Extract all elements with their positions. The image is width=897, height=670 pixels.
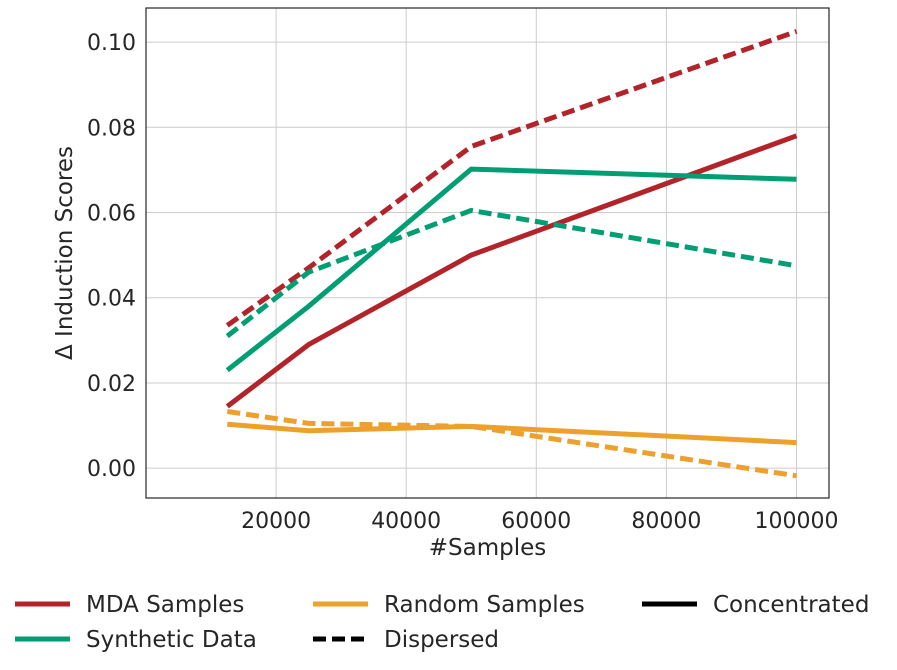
legend-label: MDA Samples [86, 592, 244, 618]
y-tick-label: 0.10 [87, 31, 136, 56]
legend-label: Random Samples [384, 592, 585, 618]
y-tick-label: 0.04 [87, 287, 136, 312]
y-tick-label: 0.06 [87, 202, 136, 227]
y-axis-title: Δ Induction Scores [52, 146, 78, 360]
series-line-synthetic-data-dispersed [225, 207, 797, 339]
series-line-random-samples-dispersed [226, 409, 797, 479]
legend-label: Synthetic Data [86, 627, 257, 653]
series-lines [225, 29, 798, 479]
series-line-mda-samples-concentrated [225, 133, 798, 409]
y-tick-label: 0.00 [87, 457, 136, 482]
series-line-mda-samples-dispersed [225, 29, 798, 328]
legend-label: Dispersed [384, 627, 499, 653]
legend-label: Concentrated [713, 592, 869, 618]
axis-ticks: 20000 40000 60000 80000 100000 0.00 0.02 0.04 0.… [87, 31, 838, 534]
series-line-random-samples-concentrated [227, 421, 797, 446]
x-tick-label: 100000 [754, 509, 838, 534]
series-line-synthetic-data-concentrated [225, 166, 797, 373]
plot-area-frame [145, 7, 830, 499]
legend: MDA Samples Random Samples Concentrated Syn… [15, 592, 869, 653]
x-tick-label: 40000 [371, 509, 441, 534]
x-tick-label: 20000 [241, 509, 311, 534]
y-tick-label: 0.08 [87, 116, 136, 141]
x-tick-label: 60000 [501, 509, 571, 534]
x-tick-label: 80000 [631, 509, 701, 534]
x-axis-title: #Samples [429, 535, 547, 561]
y-tick-label: 0.02 [87, 372, 136, 397]
